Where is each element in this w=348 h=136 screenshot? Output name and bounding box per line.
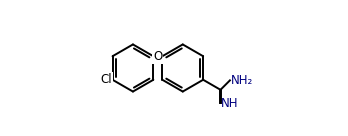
Text: Cl: Cl (100, 73, 112, 86)
Text: NH: NH (221, 97, 239, 110)
Text: O: O (153, 50, 163, 63)
Text: NH₂: NH₂ (231, 74, 253, 87)
